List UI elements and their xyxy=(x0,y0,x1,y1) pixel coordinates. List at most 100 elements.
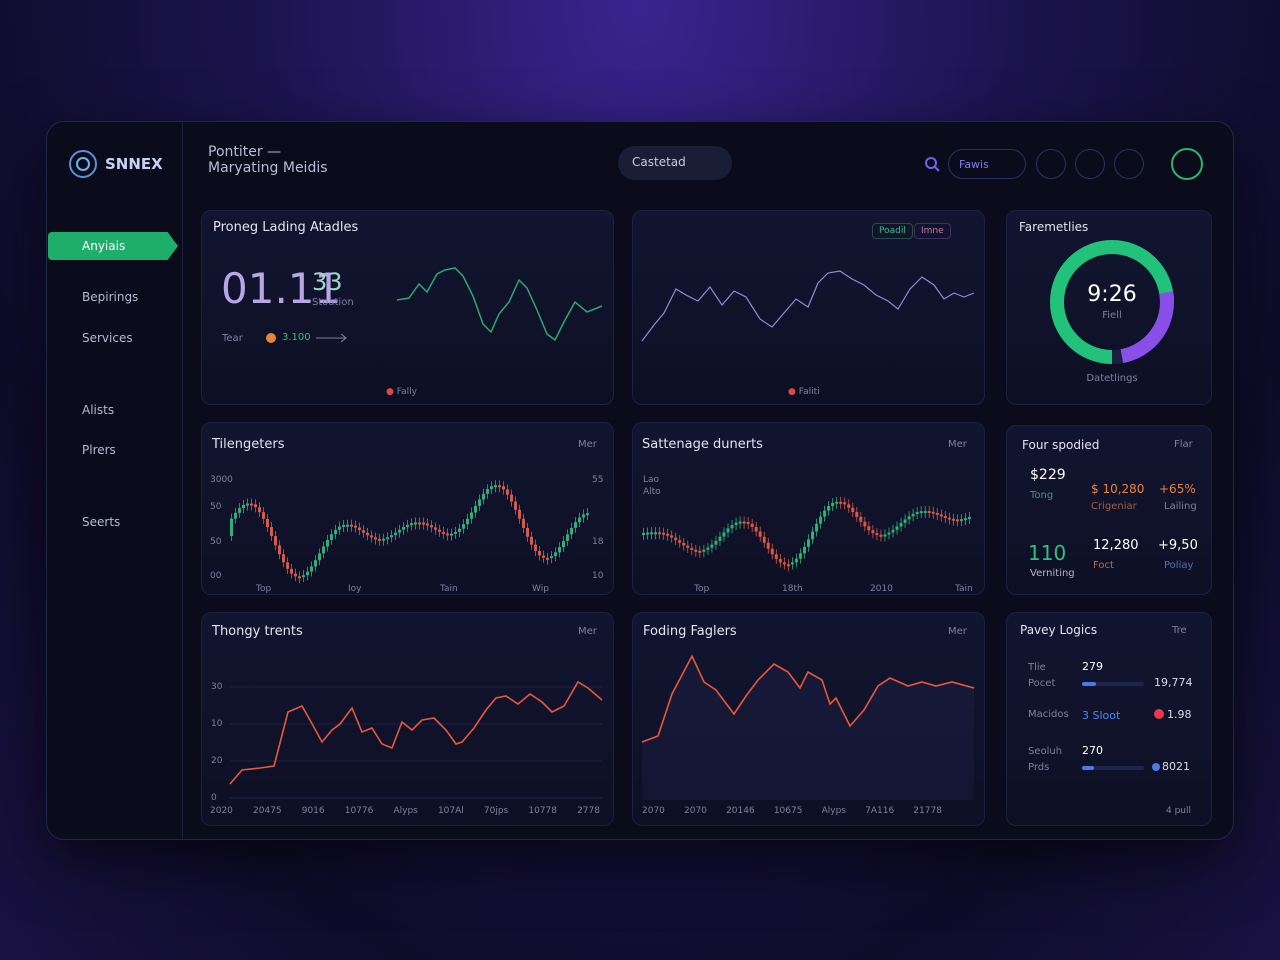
card-menu[interactable]: Mer xyxy=(578,626,597,637)
nav-item[interactable]: Bepirings xyxy=(82,290,139,304)
candle xyxy=(546,557,549,560)
candle xyxy=(266,518,269,528)
card-footer: 4 pull xyxy=(1166,806,1192,816)
candle xyxy=(782,562,786,565)
card-menu[interactable]: Mer xyxy=(578,439,597,450)
stat-label: Verniting xyxy=(1030,568,1075,579)
candle xyxy=(570,527,573,535)
candle xyxy=(566,534,569,541)
candle xyxy=(927,511,931,514)
x-tick-label: 10675 xyxy=(773,806,803,816)
icon-button[interactable] xyxy=(1036,149,1066,179)
candle xyxy=(498,485,501,488)
y-tick-label: 50 xyxy=(210,502,222,512)
stat-label: Lailing xyxy=(1164,501,1197,512)
x-tick-label: Top xyxy=(694,584,710,594)
candle xyxy=(378,538,381,541)
card xyxy=(1006,612,1212,826)
candle xyxy=(819,516,823,524)
candle xyxy=(786,564,790,567)
candle xyxy=(847,504,851,508)
stat-label: Foct xyxy=(1093,560,1114,571)
candle xyxy=(851,507,855,513)
row-mid: 3 Sloot xyxy=(1082,709,1121,722)
candle xyxy=(278,545,281,555)
candle xyxy=(438,529,441,532)
stat-label: Poliay xyxy=(1164,560,1194,571)
card-menu[interactable]: Mer xyxy=(948,626,967,637)
x-tick-label: 7A116 xyxy=(865,806,895,816)
row-right: 1.98 xyxy=(1167,708,1192,721)
status-button[interactable] xyxy=(1171,148,1203,180)
candle xyxy=(442,531,445,534)
nav-item[interactable]: Plrers xyxy=(82,443,116,457)
candle xyxy=(346,524,349,527)
candle xyxy=(774,554,778,559)
arrow xyxy=(316,333,347,343)
candle xyxy=(907,516,911,520)
candle xyxy=(366,532,369,536)
brand: SNNEX xyxy=(105,155,163,173)
candle xyxy=(462,524,465,529)
candle xyxy=(230,518,233,536)
candle xyxy=(891,529,895,533)
candle xyxy=(410,523,413,526)
card-menu[interactable]: Mer xyxy=(948,439,967,450)
candle xyxy=(326,539,329,547)
filter-button[interactable]: Fawis xyxy=(948,149,1026,179)
y2-tick-label: 10 xyxy=(592,571,604,581)
nav-item[interactable]: Alists xyxy=(82,403,115,417)
candle xyxy=(426,523,429,526)
label: Tear xyxy=(222,333,243,344)
candle xyxy=(682,542,686,546)
card xyxy=(632,612,985,826)
candle xyxy=(554,552,557,557)
nav-item[interactable]: Seerts xyxy=(82,515,121,529)
candle xyxy=(678,540,682,543)
donut xyxy=(1050,240,1174,364)
stat-value: $229 xyxy=(1030,467,1066,483)
y-tick-label: 0 xyxy=(211,793,217,803)
nav-item[interactable]: Anyiais xyxy=(82,239,126,253)
search-box[interactable]: Castetad xyxy=(618,146,732,180)
y-tick-label: 20 xyxy=(211,756,223,766)
candle xyxy=(250,503,253,506)
candle xyxy=(879,534,883,537)
x-tick-label: Alyps xyxy=(393,806,418,816)
candle xyxy=(242,504,245,509)
badge[interactable]: Imne xyxy=(914,223,951,239)
candle xyxy=(754,526,758,532)
candle xyxy=(762,536,766,543)
big-note: Stoation xyxy=(312,297,354,308)
candle xyxy=(282,554,285,563)
candle xyxy=(770,548,774,555)
candle xyxy=(550,556,553,559)
x-tick-label: 107Al xyxy=(437,806,464,816)
card-menu[interactable]: Flar xyxy=(1174,439,1193,450)
candle xyxy=(582,514,585,518)
row-mid: 270 xyxy=(1082,744,1103,757)
candle xyxy=(959,519,963,522)
candle xyxy=(526,527,529,537)
card-menu[interactable]: Tre xyxy=(1172,625,1187,636)
candle xyxy=(931,511,935,514)
candle xyxy=(394,532,397,536)
candle xyxy=(895,526,899,530)
candle xyxy=(358,527,361,531)
candle xyxy=(706,547,710,550)
badge[interactable]: Poadil xyxy=(872,223,913,239)
candle xyxy=(486,489,489,494)
candle xyxy=(538,550,541,556)
candle xyxy=(502,486,505,490)
search-icon[interactable] xyxy=(924,156,940,172)
candle xyxy=(246,503,249,506)
candle xyxy=(318,553,321,561)
icon-button[interactable] xyxy=(1114,149,1144,179)
y-tick-label: 30 xyxy=(211,682,223,692)
icon-button[interactable] xyxy=(1075,149,1105,179)
candle xyxy=(414,522,417,525)
candle xyxy=(518,509,521,519)
candle xyxy=(714,540,718,545)
candle xyxy=(430,525,433,528)
nav-item[interactable]: Services xyxy=(82,331,133,345)
